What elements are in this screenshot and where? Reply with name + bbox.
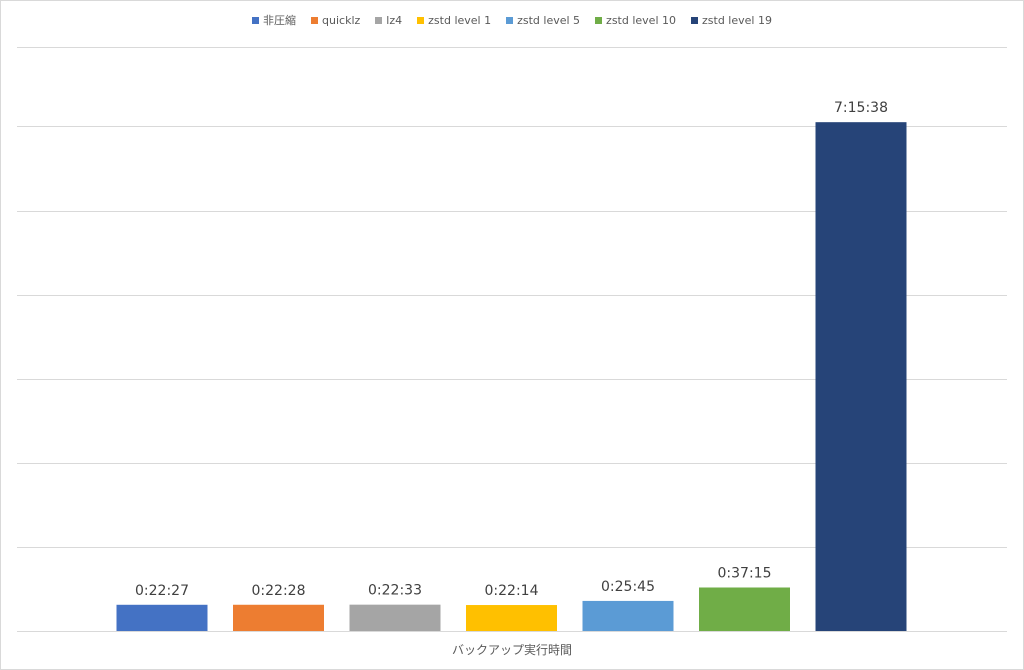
x-axis-label: バックアップ実行時間 xyxy=(451,643,572,657)
legend-swatch xyxy=(506,16,514,24)
data-label-4: 0:22:14 xyxy=(485,583,539,599)
bar-4 xyxy=(466,605,557,631)
legend: 非圧縮 quicklz lz4 zstd level 1 zstd level 5 zst… xyxy=(0,12,1024,28)
legend-label: zstd level 10 xyxy=(606,13,676,27)
data-label-7: 7:15:38 xyxy=(834,100,888,116)
legend-label: lz4 xyxy=(386,13,403,27)
legend-item-7: zstd level 19 xyxy=(691,14,772,27)
data-label-5: 0:25:45 xyxy=(601,579,655,595)
data-label-1: 0:22:27 xyxy=(135,583,189,599)
legend-item-6: zstd level 10 xyxy=(595,14,676,27)
legend-swatch xyxy=(417,16,425,24)
legend-swatch xyxy=(252,16,260,24)
bar-7 xyxy=(815,122,907,631)
legend-item-4: zstd level 1 xyxy=(417,14,491,27)
legend-item-5: zstd level 5 xyxy=(506,14,580,27)
legend-item-1: 非圧縮 xyxy=(252,12,296,28)
legend-label: zstd level 5 xyxy=(517,13,581,27)
data-label-6: 0:37:15 xyxy=(718,565,772,581)
bar-2 xyxy=(233,604,324,631)
legend-label: 非圧縮 xyxy=(263,14,297,27)
bar-3 xyxy=(349,604,441,631)
legend-item-3: lz4 xyxy=(375,14,402,27)
legend-swatch xyxy=(375,16,383,24)
legend-label: quicklz xyxy=(322,13,361,27)
data-label-2: 0:22:28 xyxy=(252,583,306,599)
legend-item-2: quicklz xyxy=(311,14,360,27)
bar-1 xyxy=(116,604,208,631)
bar-5 xyxy=(582,600,674,631)
data-label-3: 0:22:33 xyxy=(368,583,422,599)
legend-label: zstd level 19 xyxy=(702,13,772,27)
legend-swatch xyxy=(311,16,319,24)
bar-6 xyxy=(699,587,790,631)
legend-label: zstd level 1 xyxy=(428,13,492,27)
legend-swatch xyxy=(595,16,603,24)
legend-swatch xyxy=(691,16,698,24)
